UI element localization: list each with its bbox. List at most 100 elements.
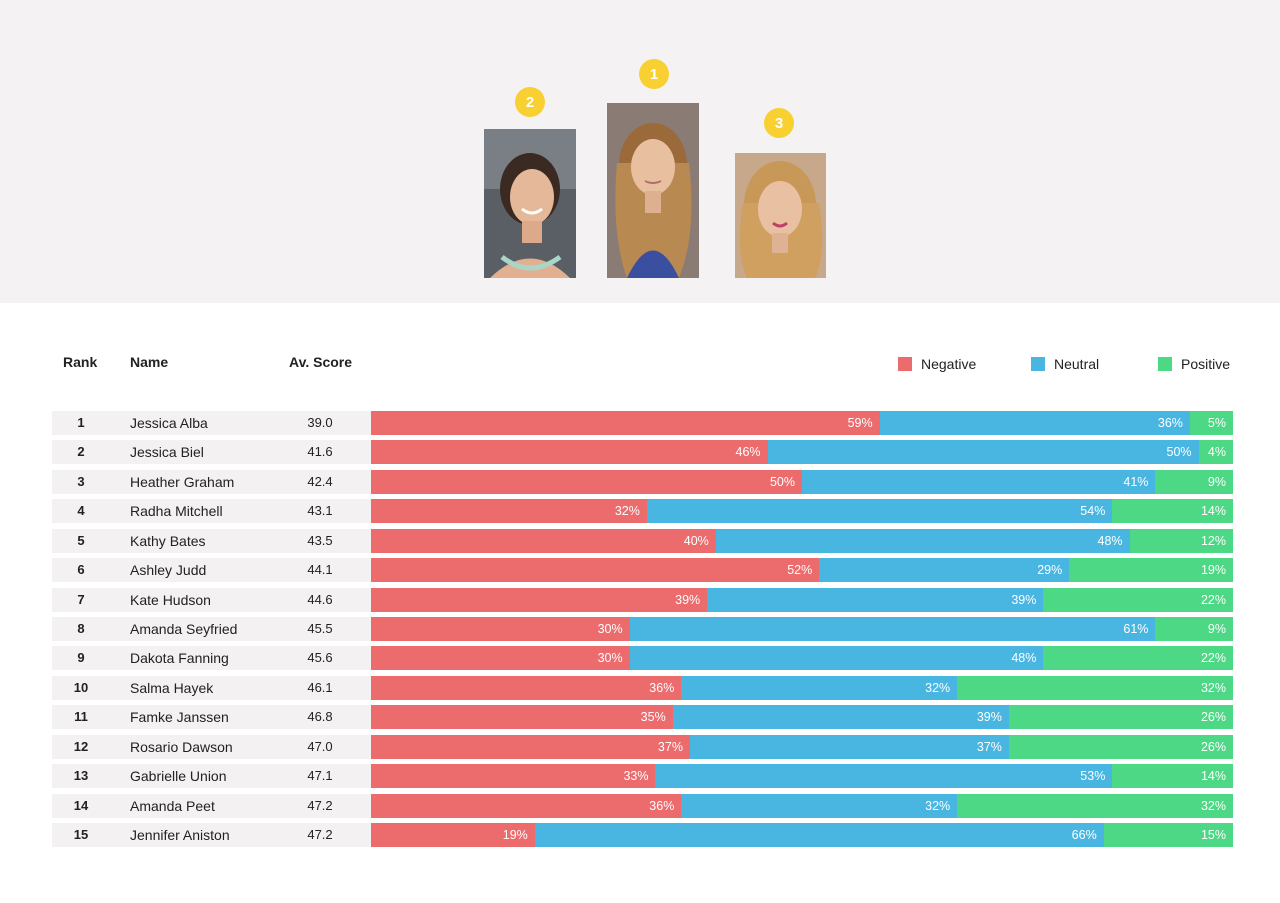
positive-segment	[1112, 499, 1233, 524]
score-cell: 45.6	[307, 650, 333, 666]
name-cell: Kate Hudson	[130, 591, 211, 608]
score-cell: 42.4	[307, 473, 333, 489]
rank-cell: 5	[77, 532, 85, 548]
legend-negative: Negative	[898, 356, 976, 372]
sentiment-bar: 19% 66% 15%	[371, 823, 1233, 848]
score-cell: 41.6	[307, 444, 333, 460]
positive-segment	[1043, 587, 1233, 612]
name-cell: Gabrielle Union	[130, 768, 227, 785]
neutral-value-label: 39%	[1011, 592, 1037, 607]
name-cell: Jessica Biel	[130, 444, 204, 461]
name-cell: Dakota Fanning	[130, 650, 229, 667]
row-background	[52, 617, 371, 641]
portrait-jessica-biel	[484, 129, 576, 278]
table-row: 13 Gabrielle Union 47.1 33% 53% 14%	[52, 764, 1233, 789]
score-cell: 45.5	[307, 621, 333, 636]
score-cell: 43.5	[307, 532, 333, 548]
positive-value-label: 22%	[1200, 651, 1226, 666]
legend-label-neutral: Neutral	[1054, 356, 1100, 372]
negative-segment	[371, 528, 716, 553]
sentiment-bar: 33% 53% 14%	[371, 764, 1233, 789]
negative-segment	[371, 675, 682, 700]
neutral-value-label: 54%	[1080, 504, 1106, 519]
name-cell: Famke Janssen	[130, 709, 229, 726]
rank-cell: 7	[77, 591, 85, 607]
table-row: 10 Salma Hayek 46.1 36% 32% 32%	[52, 675, 1233, 700]
row-background	[52, 705, 371, 730]
row-background	[52, 469, 371, 494]
score-cell: 47.2	[307, 797, 333, 813]
header-name: Name	[130, 354, 169, 370]
positive-segment	[1008, 705, 1233, 730]
neutral-segment	[689, 734, 1009, 759]
neutral-segment	[715, 528, 1130, 553]
negative-segment	[371, 793, 682, 818]
table-row: 3 Heather Graham 42.4 50% 41% 9%	[52, 469, 1233, 494]
score-cell: 39.0	[307, 415, 333, 430]
neutral-segment	[767, 440, 1199, 465]
sentiment-bar: 30% 61% 9%	[371, 617, 1233, 641]
name-cell: Jessica Alba	[130, 415, 208, 431]
name-cell: Rosario Dawson	[130, 738, 233, 755]
positive-value-label: 12%	[1200, 533, 1226, 548]
score-cell: 46.8	[307, 709, 333, 725]
sentiment-bar: 30% 48% 22%	[371, 646, 1233, 671]
positive-segment	[1103, 823, 1233, 848]
portrait-heather-graham	[735, 153, 826, 278]
positive-value-label: 15%	[1200, 828, 1226, 843]
sentiment-bar: 52% 29% 19%	[371, 558, 1233, 583]
neutral-segment	[802, 469, 1156, 494]
rank-badge-3: 3	[764, 108, 794, 138]
positive-segment	[957, 675, 1233, 700]
neutral-value-label: 37%	[976, 739, 1002, 754]
rank-cell: 12	[73, 738, 89, 754]
neutral-segment	[819, 558, 1070, 583]
table-row: 1 Jessica Alba 39.0 59% 36% 5%	[52, 411, 1233, 435]
rank-cell: 2	[77, 444, 85, 460]
positive-segment	[1189, 411, 1233, 435]
row-background	[52, 764, 371, 789]
row-background	[52, 587, 371, 612]
positive-segment	[957, 793, 1233, 818]
negative-segment	[371, 440, 768, 465]
neutral-value-label: 66%	[1071, 828, 1097, 843]
rank-cell: 4	[77, 503, 85, 519]
negative-segment	[371, 499, 647, 524]
name-cell: Kathy Bates	[130, 532, 206, 549]
row-background	[52, 558, 371, 583]
neutral-value-label: 50%	[1166, 445, 1192, 460]
rank-cell: 1	[77, 415, 85, 430]
neutral-value-label: 29%	[1037, 563, 1063, 578]
legend-swatch-negative	[898, 357, 912, 371]
negative-value-label: 37%	[657, 739, 683, 754]
negative-segment	[371, 734, 690, 759]
negative-segment	[371, 469, 802, 494]
rank-badge-2: 2	[515, 87, 545, 117]
neutral-value-label: 61%	[1123, 622, 1149, 636]
legend-swatch-neutral	[1031, 357, 1045, 371]
row-background	[52, 793, 371, 818]
negative-value-label: 39%	[675, 592, 701, 607]
sentiment-bar: 35% 39% 26%	[371, 705, 1233, 730]
neutral-segment	[681, 793, 958, 818]
score-cell: 47.1	[307, 768, 333, 784]
row-background	[52, 411, 371, 435]
neutral-value-label: 39%	[976, 710, 1002, 725]
negative-value-label: 36%	[649, 680, 675, 695]
sentiment-bar: 59% 36% 5%	[371, 411, 1233, 435]
positive-value-label: 26%	[1200, 710, 1226, 725]
sentiment-bar: 40% 48% 12%	[371, 528, 1233, 553]
table-row: 4 Radha Mitchell 43.1 32% 54% 14%	[52, 499, 1233, 524]
header-rank: Rank	[63, 354, 98, 370]
negative-segment	[371, 646, 630, 671]
positive-value-label: 19%	[1200, 563, 1226, 578]
negative-value-label: 32%	[614, 504, 640, 519]
neutral-segment	[681, 675, 958, 700]
rank-cell: 9	[77, 650, 85, 666]
positive-value-label: 14%	[1200, 504, 1226, 519]
rank-cell: 6	[77, 562, 85, 578]
legend-swatch-positive	[1158, 357, 1172, 371]
positive-value-label: 9%	[1207, 622, 1226, 636]
neutral-segment	[646, 499, 1113, 524]
row-background	[52, 528, 371, 553]
